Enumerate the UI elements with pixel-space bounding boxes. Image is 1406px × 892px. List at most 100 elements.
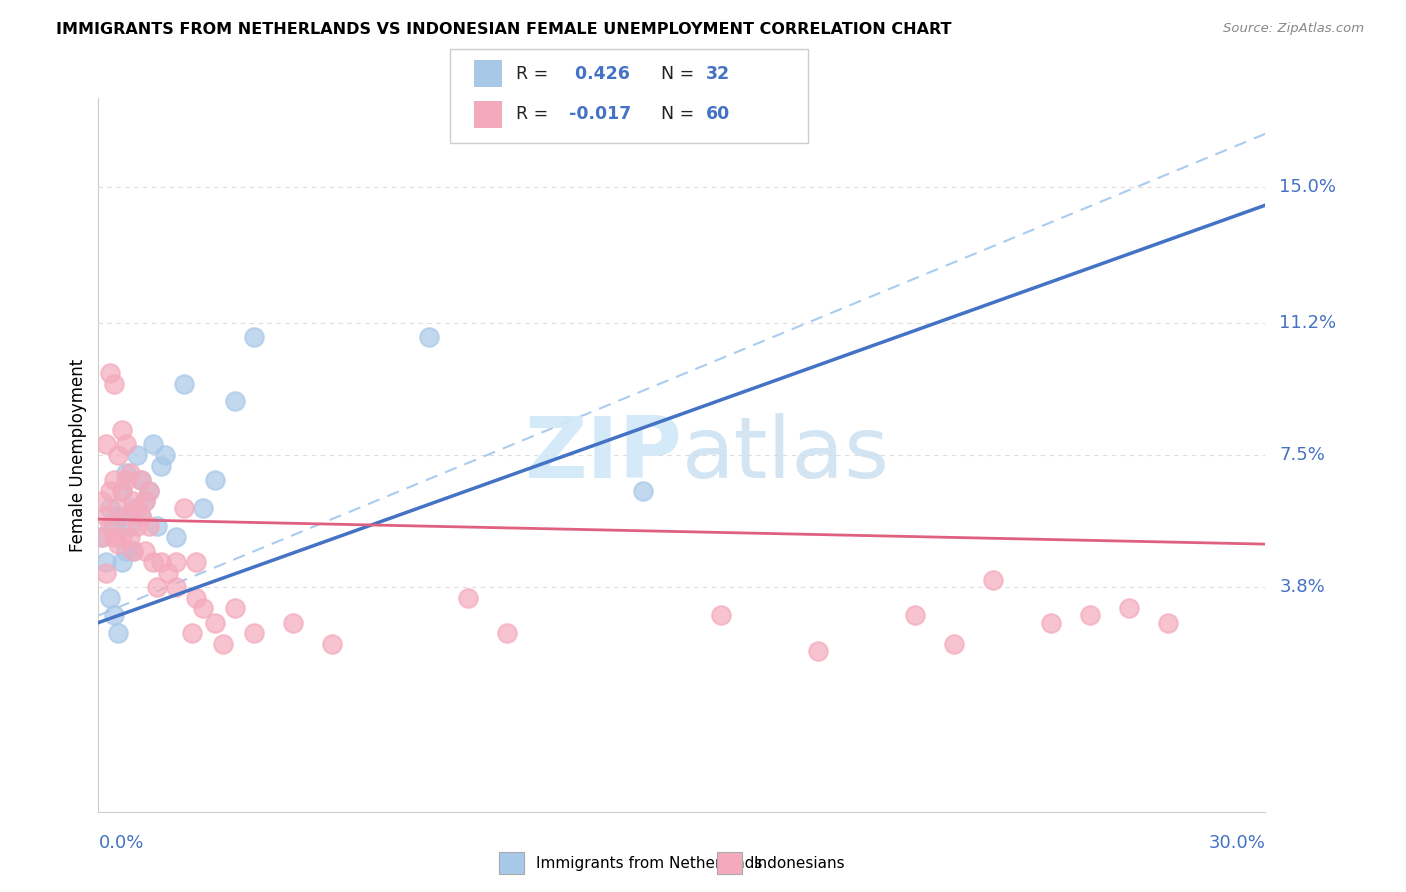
Text: N =: N = <box>650 105 699 123</box>
Point <box>114 473 136 487</box>
Point <box>142 437 165 451</box>
Text: 7.5%: 7.5% <box>1279 446 1326 464</box>
Point <box>114 508 136 523</box>
Point <box>129 473 152 487</box>
Point <box>127 448 149 462</box>
Point <box>224 394 246 409</box>
Point <box>111 423 134 437</box>
Point <box>103 376 125 391</box>
Point <box>1118 601 1140 615</box>
Point <box>138 519 160 533</box>
Point <box>243 626 266 640</box>
Point <box>98 483 121 498</box>
Point <box>103 530 125 544</box>
Text: 11.2%: 11.2% <box>1279 314 1337 332</box>
Point <box>142 555 165 569</box>
Point <box>107 508 129 523</box>
Point <box>122 494 145 508</box>
Point <box>111 530 134 544</box>
Text: 3.8%: 3.8% <box>1279 578 1324 596</box>
Point <box>122 544 145 558</box>
Text: atlas: atlas <box>682 413 890 497</box>
Point <box>122 501 145 516</box>
Point <box>418 330 440 344</box>
Point <box>146 519 169 533</box>
Point <box>981 573 1004 587</box>
Text: R =: R = <box>516 105 554 123</box>
Point <box>129 508 152 523</box>
Point <box>98 519 121 533</box>
Point <box>114 544 136 558</box>
Point <box>114 437 136 451</box>
Point <box>138 483 160 498</box>
Point <box>111 555 134 569</box>
Point <box>103 608 125 623</box>
Point <box>1157 615 1180 630</box>
Point <box>457 591 479 605</box>
Point <box>1040 615 1063 630</box>
Point <box>1080 608 1102 623</box>
Point <box>118 519 141 533</box>
Point <box>129 508 152 523</box>
Point <box>96 555 118 569</box>
Point <box>96 437 118 451</box>
Point <box>129 473 152 487</box>
Point <box>107 448 129 462</box>
Point <box>153 448 176 462</box>
Point <box>165 580 187 594</box>
Point <box>103 473 125 487</box>
Text: Indonesians: Indonesians <box>754 856 845 871</box>
Point <box>134 544 156 558</box>
Point <box>114 466 136 480</box>
Point <box>173 376 195 391</box>
Text: ZIP: ZIP <box>524 413 682 497</box>
Point <box>91 530 114 544</box>
Point <box>107 501 129 516</box>
Point <box>165 530 187 544</box>
Point <box>127 519 149 533</box>
Point <box>127 501 149 516</box>
Point <box>98 501 121 516</box>
Point <box>98 366 121 380</box>
Point <box>146 580 169 594</box>
Point <box>943 637 966 651</box>
Point <box>122 544 145 558</box>
Point <box>118 466 141 480</box>
Text: -0.017: -0.017 <box>569 105 631 123</box>
Point <box>134 494 156 508</box>
Point <box>165 555 187 569</box>
Point <box>710 608 733 623</box>
Point <box>157 566 180 580</box>
Text: 30.0%: 30.0% <box>1209 834 1265 852</box>
Point <box>103 519 125 533</box>
Text: IMMIGRANTS FROM NETHERLANDS VS INDONESIAN FEMALE UNEMPLOYMENT CORRELATION CHART: IMMIGRANTS FROM NETHERLANDS VS INDONESIA… <box>56 22 952 37</box>
Point <box>180 626 202 640</box>
Point <box>118 530 141 544</box>
Text: 15.0%: 15.0% <box>1279 178 1336 196</box>
Text: R =: R = <box>516 65 554 83</box>
Point <box>193 501 215 516</box>
Point <box>224 601 246 615</box>
Text: Immigrants from Netherlands: Immigrants from Netherlands <box>536 856 762 871</box>
Point <box>98 591 121 605</box>
Point <box>904 608 927 623</box>
Point <box>204 615 226 630</box>
Point <box>173 501 195 516</box>
Text: 60: 60 <box>706 105 730 123</box>
Point <box>243 330 266 344</box>
Text: Source: ZipAtlas.com: Source: ZipAtlas.com <box>1223 22 1364 36</box>
Y-axis label: Female Unemployment: Female Unemployment <box>69 359 87 551</box>
Point <box>107 626 129 640</box>
Point <box>495 626 517 640</box>
Point <box>96 508 118 523</box>
Point <box>631 483 654 498</box>
Point <box>807 644 830 658</box>
Text: 0.0%: 0.0% <box>98 834 143 852</box>
Point <box>111 483 134 498</box>
Text: N =: N = <box>650 65 699 83</box>
Point <box>107 537 129 551</box>
Point <box>193 601 215 615</box>
Point <box>149 458 172 473</box>
Point <box>321 637 343 651</box>
Point <box>184 555 207 569</box>
